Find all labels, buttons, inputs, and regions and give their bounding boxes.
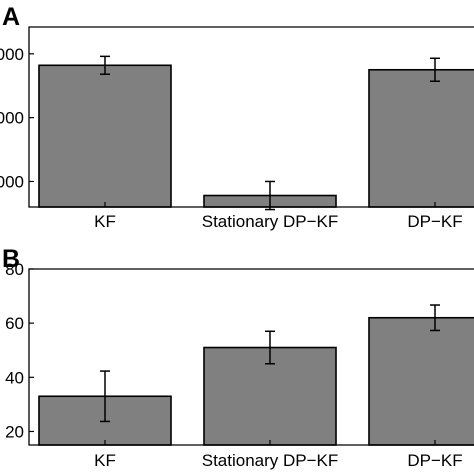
x-category-label: DP−KF bbox=[407, 212, 462, 231]
x-category-label: Stationary DP−KF bbox=[202, 451, 339, 470]
y-tick-label: 000 bbox=[0, 45, 24, 64]
y-tick-label: 000 bbox=[0, 172, 24, 191]
y-tick-label: 80 bbox=[5, 260, 24, 279]
x-category-label: DP−KF bbox=[407, 451, 462, 470]
bar-3 bbox=[368, 316, 474, 446]
bar-3 bbox=[368, 68, 474, 208]
panel-label-b: B bbox=[2, 245, 20, 273]
axes-frame bbox=[28, 268, 474, 446]
x-category-label: KF bbox=[94, 212, 116, 231]
x-category-label: KF bbox=[94, 451, 116, 470]
axes-frame bbox=[28, 26, 474, 208]
x-category-label: Stationary DP−KF bbox=[202, 212, 339, 231]
y-tick-label: 60 bbox=[5, 314, 24, 333]
bar-1 bbox=[38, 64, 172, 208]
y-tick-label: 20 bbox=[5, 422, 24, 441]
y-tick-label: 40 bbox=[5, 368, 24, 387]
y-tick-label: 000 bbox=[0, 109, 24, 128]
panel-label-a: A bbox=[2, 3, 20, 31]
